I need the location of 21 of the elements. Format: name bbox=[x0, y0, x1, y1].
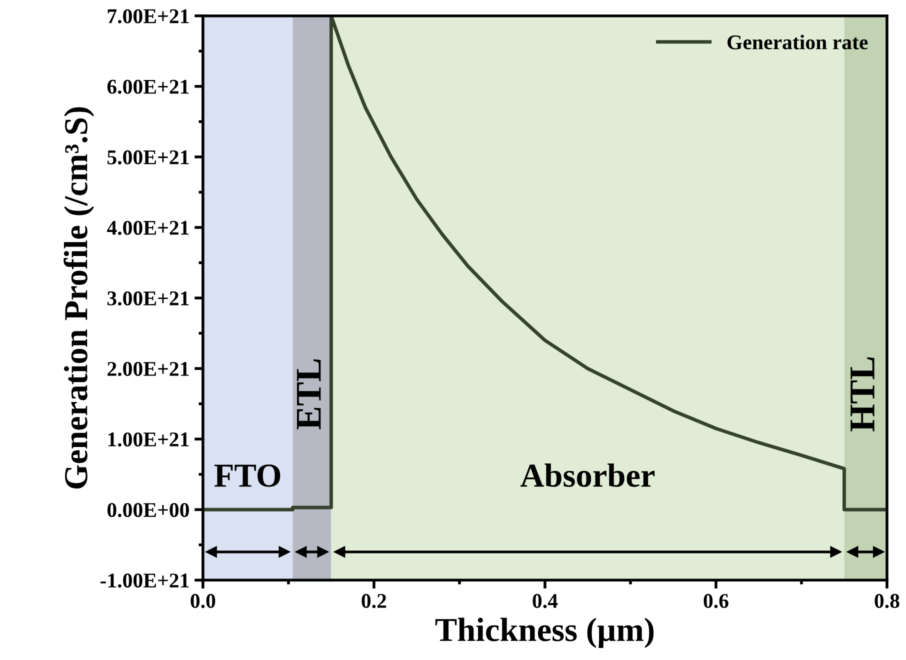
x-tick-label: 0.8 bbox=[874, 594, 900, 608]
y-tick-label: 5.00E+21 bbox=[108, 150, 189, 164]
x-tick-label: 0.2 bbox=[362, 594, 386, 608]
y-tick-label: 3.00E+21 bbox=[107, 291, 189, 306]
x-tick-label: 0.4 bbox=[532, 594, 558, 608]
y-tick-label: -1.00E+21 bbox=[100, 574, 189, 588]
y-axis-title: Generation Profile (/cm³.S) bbox=[64, 107, 94, 489]
y-tick-label: 2.00E+21 bbox=[108, 362, 189, 376]
x-tick-label: 0.6 bbox=[704, 594, 728, 608]
x-tick-label: 0.0 bbox=[190, 594, 216, 608]
y-tick-label: 7.00E+21 bbox=[108, 9, 189, 24]
y-tick-label: 1.00E+21 bbox=[108, 432, 189, 447]
y-tick-label: 6.00E+21 bbox=[107, 80, 189, 94]
band-label: ETL bbox=[297, 359, 321, 430]
band-label: HTL bbox=[850, 357, 874, 432]
band-label: Absorber bbox=[520, 463, 655, 487]
y-tick-label: 4.00E+21 bbox=[106, 220, 189, 235]
x-axis-title: Thickness (µm) bbox=[435, 618, 654, 648]
legend-label: Generation rate bbox=[728, 34, 868, 50]
y-tick-label: 0.00E+00 bbox=[107, 502, 189, 518]
band-label: FTO bbox=[214, 464, 280, 487]
